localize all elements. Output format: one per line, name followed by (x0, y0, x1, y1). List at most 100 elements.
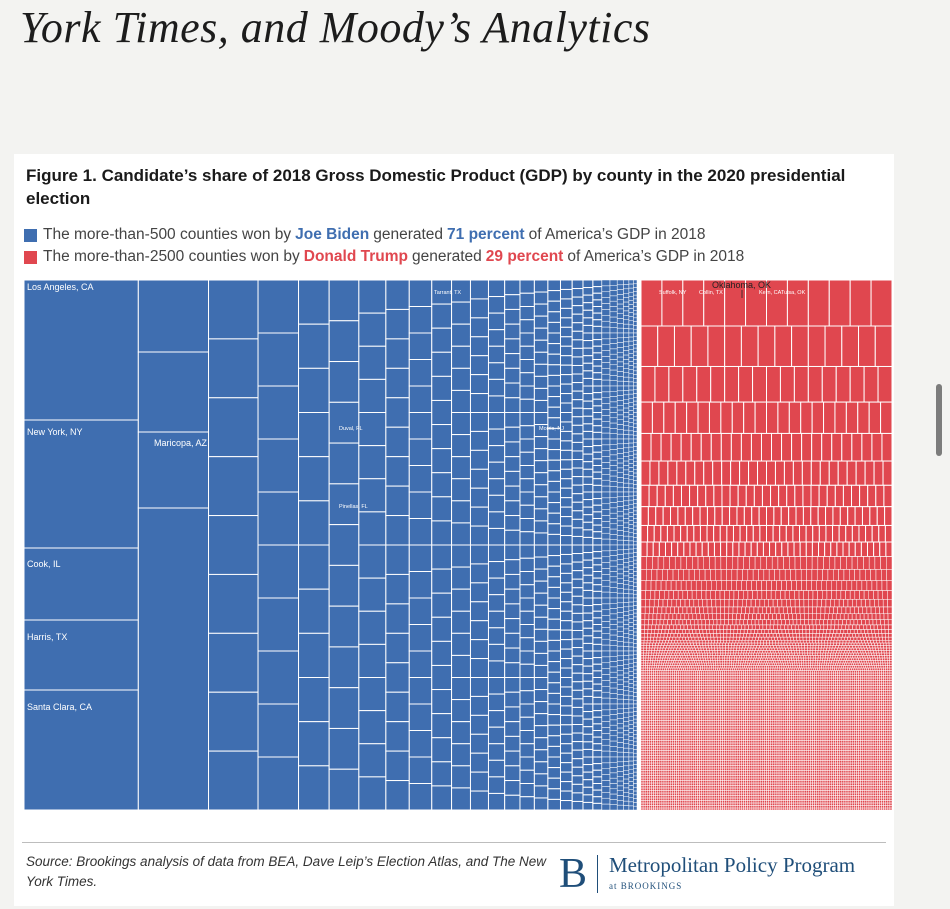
treemap-cell-trump (808, 657, 811, 661)
treemap-cell-trump (686, 685, 690, 689)
treemap-cell-trump (864, 670, 868, 674)
treemap-cell-trump (769, 642, 773, 646)
treemap-cell-trump (726, 687, 730, 691)
treemap-cell-trump (680, 665, 684, 669)
treemap-cell-trump (648, 650, 652, 654)
treemap-cell-trump (817, 506, 827, 526)
treemap-cell-trump (860, 629, 865, 634)
treemap-cell-biden (559, 497, 573, 508)
treemap-cell-trump (751, 667, 754, 671)
treemap-cell-biden (609, 380, 618, 387)
treemap-cell-biden (628, 601, 634, 607)
treemap-cell-trump (642, 670, 646, 674)
treemap-cell-trump (854, 685, 857, 689)
treemap-cell-trump (690, 662, 694, 666)
treemap-cell-trump (680, 672, 684, 676)
treemap-cell-trump (755, 647, 759, 651)
treemap-cell-biden (633, 529, 638, 534)
treemap-cell-trump (822, 629, 827, 634)
treemap-cell-trump (663, 556, 670, 570)
treemap-cell-biden (616, 356, 624, 363)
treemap-cell-biden (431, 737, 453, 763)
treemap-cell-trump (773, 652, 777, 656)
treemap-cell-biden (623, 540, 630, 546)
treemap-cell-trump (881, 655, 885, 659)
treemap-cell-biden (628, 789, 634, 794)
treemap-cell-biden (592, 723, 603, 732)
treemap-cell-trump (808, 687, 811, 691)
treemap-cell-biden (208, 573, 259, 634)
treemap-cell-trump (680, 697, 684, 701)
treemap-cell-trump (776, 677, 780, 681)
treemap-cell-trump (777, 624, 782, 630)
treemap-cell-trump (739, 677, 742, 681)
treemap-cell-trump (711, 680, 715, 684)
treemap-cell-trump (774, 325, 793, 367)
treemap-cell-biden (623, 421, 630, 427)
treemap-cell-biden (628, 536, 634, 542)
treemap-cell-trump (830, 667, 833, 671)
treemap-cell-trump (872, 692, 876, 696)
treemap-cell-trump (757, 460, 767, 486)
treemap-cell-trump (644, 695, 648, 699)
treemap-cell-trump (677, 633, 681, 638)
treemap-cell-trump (678, 647, 683, 651)
treemap-cell-trump (772, 680, 776, 684)
treemap-cell-biden (601, 432, 611, 440)
treemap-cell-biden (519, 544, 535, 559)
treemap-cell-trump (689, 484, 699, 508)
treemap-cell-biden (533, 375, 549, 389)
treemap-cell-trump (730, 624, 735, 630)
treemap-cell-biden (616, 443, 624, 449)
treemap-cell-trump (880, 645, 884, 649)
treemap-cell-trump (650, 590, 656, 600)
treemap-cell-trump (655, 619, 661, 626)
treemap-cell-trump (770, 677, 774, 681)
treemap-cell-trump (834, 667, 837, 671)
treemap-cell-biden (519, 677, 535, 692)
treemap-cell-trump (815, 650, 819, 654)
treemap-cell-trump (650, 657, 654, 661)
treemap-cell-trump (667, 569, 674, 581)
treemap-cell-biden (571, 407, 584, 418)
treemap-cell-trump (805, 657, 809, 661)
treemap-cell-trump (809, 645, 814, 649)
treemap-cell-trump (840, 645, 845, 649)
treemap-cell-trump (799, 692, 803, 696)
treemap-cell-trump (791, 697, 794, 701)
treemap-cell-trump (670, 687, 673, 691)
treemap-cell-trump (778, 650, 782, 654)
treemap-cell-trump (726, 680, 730, 684)
treemap-cell-biden (571, 689, 584, 700)
treemap-cell-trump (757, 650, 761, 654)
treemap-cell-biden (601, 574, 611, 581)
treemap-cell-biden (385, 280, 410, 310)
treemap-cell-biden (431, 399, 453, 426)
treemap-cell-trump (791, 682, 794, 686)
treemap-cell-trump (863, 665, 866, 669)
treemap-cell-biden (628, 540, 634, 546)
treemap-cell-biden (533, 532, 549, 546)
treemap-cell-trump (684, 647, 688, 651)
treemap-cell-trump (703, 690, 707, 694)
treemap-cell-trump (694, 645, 698, 649)
treemap-cell-trump (863, 624, 868, 630)
treemap-cell-trump (759, 682, 763, 686)
treemap-cell-trump (872, 636, 877, 641)
treemap-cell-trump (853, 619, 859, 626)
treemap-cell-trump (664, 484, 674, 508)
treemap-cell-biden (633, 654, 638, 659)
treemap-cell-trump (778, 682, 782, 686)
treemap-cell-trump (728, 695, 732, 699)
treemap-cell-trump (849, 682, 853, 686)
treemap-cell-trump (684, 642, 688, 646)
treemap-cell-trump (645, 665, 648, 669)
treemap-cell-biden (208, 632, 259, 693)
treemap-cell-trump (834, 665, 838, 669)
treemap-cell-trump (842, 667, 846, 671)
treemap-cell-biden (628, 748, 634, 754)
treemap-cell-trump (682, 690, 686, 694)
treemap-cell-biden (623, 527, 630, 533)
treemap-cell-trump (703, 682, 707, 686)
treemap-cell-trump (699, 672, 702, 676)
